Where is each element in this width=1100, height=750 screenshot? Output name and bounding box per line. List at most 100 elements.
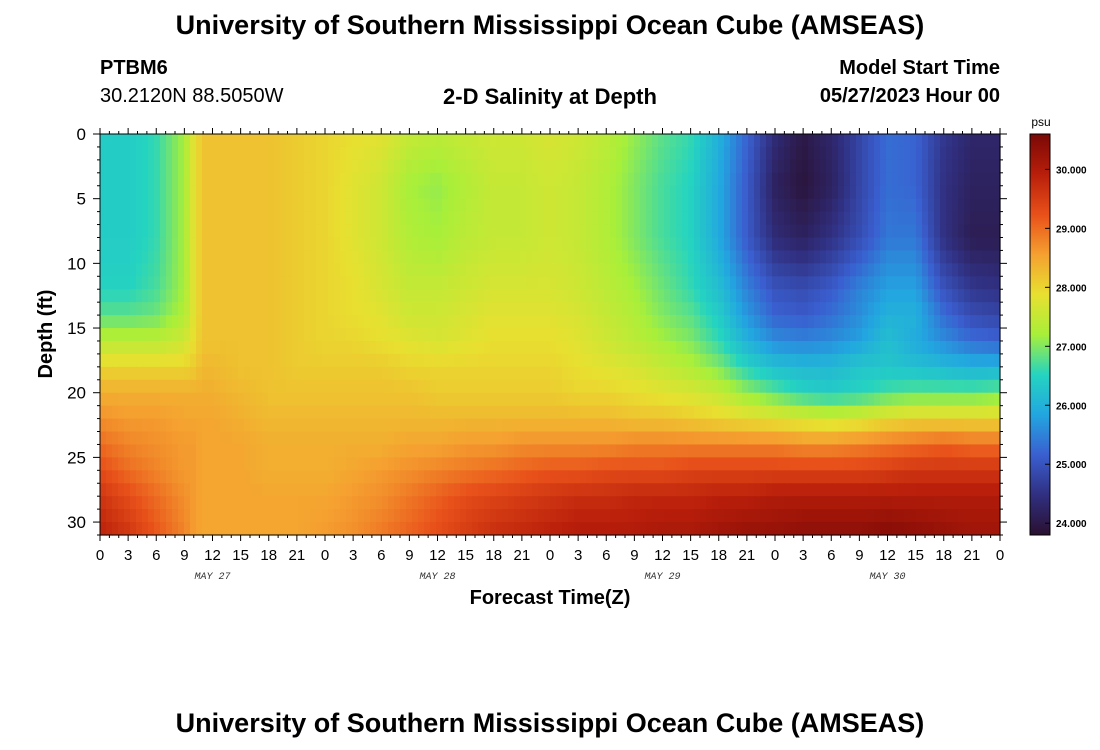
heatmap-cell (844, 263, 851, 277)
heatmap-cell (994, 159, 1001, 174)
heatmap-cell (766, 379, 773, 394)
heatmap-cell (646, 250, 653, 264)
heatmap-cell (514, 276, 521, 290)
heatmap-cell (202, 457, 209, 471)
heatmap-cell (724, 159, 731, 174)
heatmap-cell (940, 496, 947, 510)
heatmap-cell (580, 392, 587, 407)
heatmap-cell (214, 522, 221, 536)
heatmap-cell (394, 366, 401, 381)
heatmap-cell (832, 302, 839, 316)
heatmap-cell (886, 470, 893, 484)
heatmap-cell (892, 146, 899, 161)
heatmap-cell (190, 431, 197, 446)
heatmap-cell (790, 379, 797, 394)
heatmap-cell (982, 405, 989, 420)
heatmap-cell (946, 470, 953, 484)
heatmap-cell (526, 328, 533, 342)
heatmap-cell (334, 185, 341, 200)
heatmap-cell (190, 328, 197, 342)
heatmap-cell (358, 289, 365, 303)
heatmap-cell (664, 340, 671, 355)
heatmap-cell (370, 211, 377, 226)
heatmap-cell (658, 172, 665, 187)
heatmap-cell (778, 134, 785, 148)
heatmap-cell (862, 237, 869, 252)
heatmap-cell (466, 418, 473, 433)
x-axis: 0 3 6 9 12 15 18 21 0 3 6 9 12 15 18 21 0 3 6 9 12 15 18 21 0 3 6 9… (96, 128, 1004, 583)
heatmap-cell (640, 444, 647, 458)
heatmap-cell (988, 198, 995, 213)
heatmap-cell (328, 263, 335, 277)
heatmap-cell (820, 315, 827, 329)
heatmap-cell (340, 470, 347, 484)
heatmap-cell (766, 211, 773, 226)
heatmap-cell (688, 431, 695, 446)
heatmap-cell (970, 134, 977, 148)
heatmap-cell (466, 237, 473, 252)
heatmap-cell (802, 276, 809, 290)
heatmap-cell (592, 470, 599, 484)
heatmap-cell (154, 379, 161, 394)
heatmap-cell (904, 211, 911, 226)
heatmap-cell (772, 392, 779, 407)
heatmap-cell (112, 522, 119, 536)
heatmap-cell (142, 496, 149, 510)
heatmap-cell (238, 185, 245, 200)
heatmap-cell (808, 379, 815, 394)
heatmap-cell (118, 315, 125, 329)
heatmap-cell (796, 483, 803, 497)
heatmap-cell (646, 289, 653, 303)
heatmap-cell (256, 470, 263, 484)
heatmap-cell (352, 457, 359, 471)
heatmap-cell (886, 353, 893, 368)
heatmap-cell (862, 431, 869, 446)
heatmap-cell (922, 418, 929, 433)
heatmap-cell (982, 431, 989, 446)
heatmap-cell (184, 315, 191, 329)
heatmap-cell (676, 366, 683, 381)
heatmap-cell (112, 276, 119, 290)
heatmap-cell (604, 392, 611, 407)
heatmap-cell (592, 328, 599, 342)
heatmap-cell (808, 211, 815, 226)
heatmap-cell (664, 302, 671, 316)
heatmap-cell (412, 431, 419, 446)
heatmap-cell (934, 185, 941, 200)
heatmap-cell (268, 483, 275, 497)
heatmap-cell (748, 328, 755, 342)
heatmap-cell (742, 444, 749, 458)
heatmap-cell (316, 444, 323, 458)
heatmap-cell (460, 198, 467, 213)
heatmap-cell (298, 250, 305, 264)
heatmap-cell (268, 211, 275, 226)
heatmap-cell (214, 444, 221, 458)
heatmap-cell (454, 522, 461, 536)
heatmap-cell (652, 353, 659, 368)
heatmap-cell (202, 444, 209, 458)
heatmap-cell (676, 263, 683, 277)
heatmap-cell (508, 302, 515, 316)
heatmap-cell (676, 328, 683, 342)
heatmap-cell (232, 379, 239, 394)
heatmap-cell (310, 302, 317, 316)
heatmap-cell (244, 146, 251, 161)
heatmap-cell (874, 353, 881, 368)
heatmap-cell (910, 134, 917, 148)
heatmap-cell (478, 289, 485, 303)
heatmap-cell (610, 302, 617, 316)
heatmap-cell (364, 444, 371, 458)
heatmap-cell (328, 159, 335, 174)
heatmap-cell (772, 198, 779, 213)
heatmap-cell (256, 315, 263, 329)
heatmap-cell (280, 470, 287, 484)
heatmap-cell (556, 146, 563, 161)
heatmap-cell (778, 146, 785, 161)
heatmap-cell (874, 224, 881, 239)
heatmap-cell (232, 134, 239, 148)
heatmap-cell (688, 224, 695, 239)
heatmap-cell (568, 379, 575, 394)
heatmap-cell (154, 146, 161, 161)
heatmap-cell (934, 315, 941, 329)
heatmap-cell (574, 392, 581, 407)
